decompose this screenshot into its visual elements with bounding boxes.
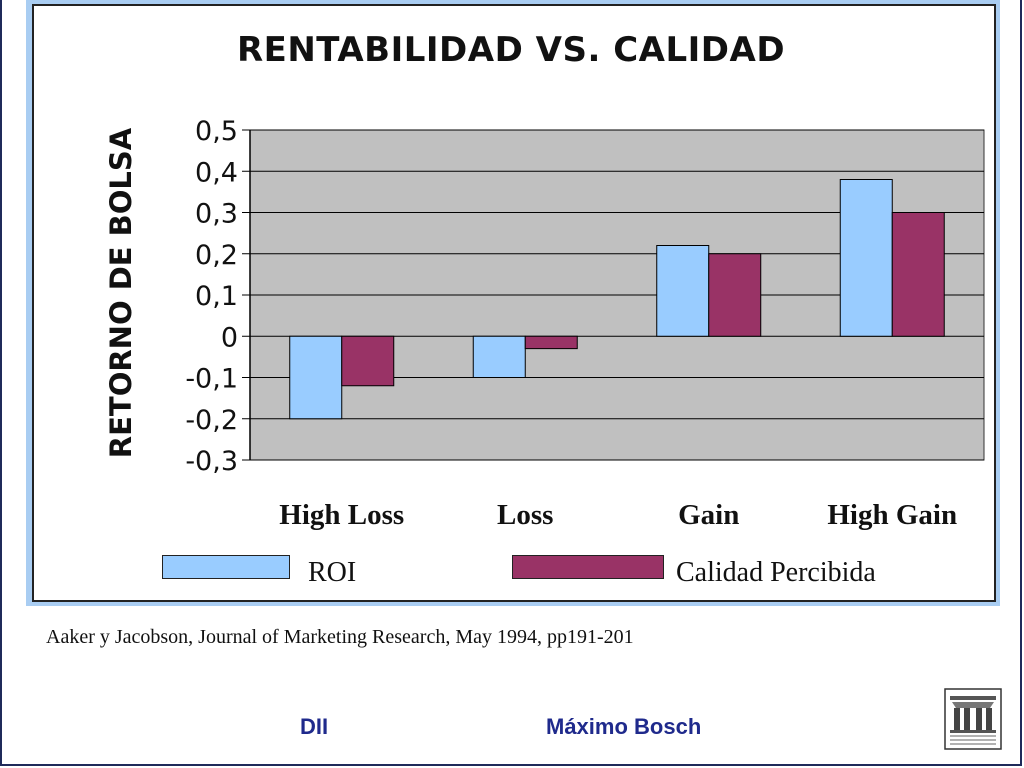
bar-roi-3 [839, 179, 893, 337]
y-tick-label: -0,3 [185, 446, 238, 477]
y-tick-label: -0,2 [185, 405, 238, 436]
y-tick-label: 0,2 [195, 240, 238, 271]
chart-title: RENTABILIDAD VS. CALIDAD [236, 30, 786, 70]
x-category-label: Gain [678, 499, 739, 531]
university-building-logo [944, 688, 1002, 750]
x-category-label: Loss [497, 499, 553, 531]
y-tick-label: 0,1 [195, 281, 238, 312]
footer-author: Máximo Bosch [546, 714, 702, 739]
y-tick-label: 0,5 [195, 116, 238, 147]
bar-calidad-3 [891, 212, 945, 337]
x-category-label: High Loss [279, 499, 404, 531]
legend-swatch-roi [162, 555, 290, 579]
y-tick-label: 0,4 [195, 157, 238, 188]
y-tick-label: 0 [221, 322, 238, 353]
bar-calidad-0 [341, 335, 395, 387]
y-axis-label: RETORNO DE BOLSA [104, 127, 138, 458]
bar-roi-1 [472, 335, 526, 378]
bar-roi-2 [656, 245, 710, 337]
x-category-label: High Gain [827, 499, 957, 531]
y-tick-label: -0,1 [185, 364, 238, 395]
legend-label-calidad: Calidad Percibida [676, 557, 876, 588]
footer-dept: DII [300, 714, 329, 739]
y-tick-label: 0,3 [195, 199, 238, 230]
legend-swatch-calidad [512, 555, 664, 579]
bar-calidad-2 [708, 253, 762, 337]
bar-calidad-1 [524, 335, 578, 350]
bar-roi-0 [289, 335, 343, 420]
source-citation: Aaker y Jacobson, Journal of Marketing R… [46, 626, 634, 648]
legend-label-roi: ROI [308, 557, 357, 588]
